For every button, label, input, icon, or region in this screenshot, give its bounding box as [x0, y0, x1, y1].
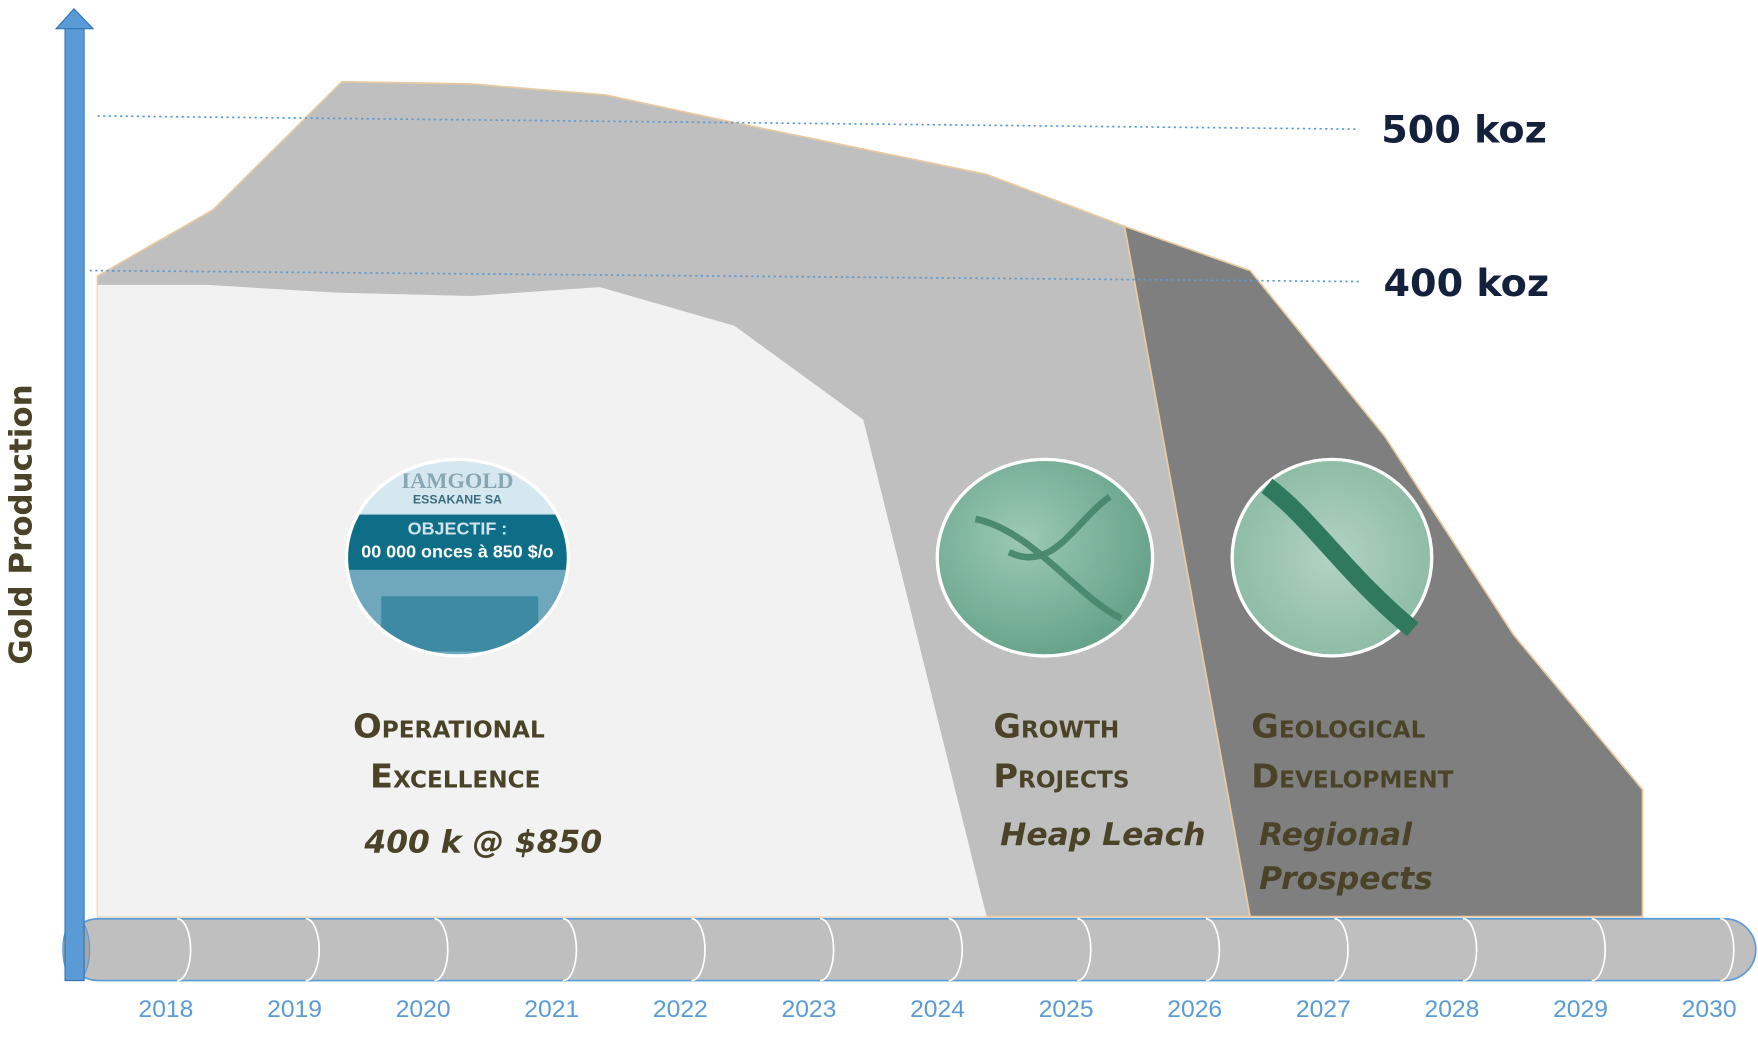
- section-title: Operational: [353, 707, 545, 746]
- photo-text: IAMGOLD: [401, 468, 513, 493]
- section-subtitle: 400 k @ $850: [363, 825, 602, 861]
- timeline-segment: [820, 917, 835, 982]
- level-label: 500 koz: [1381, 108, 1547, 152]
- year-label: 2019: [267, 996, 322, 1023]
- section-title: Development: [1251, 757, 1454, 796]
- timeline-segment: [1591, 917, 1607, 982]
- axis-arrowhead: [54, 8, 95, 30]
- photo-detail: [1261, 478, 1419, 637]
- year-label: 2024: [910, 996, 965, 1023]
- year-label: 2023: [782, 996, 837, 1023]
- timeline-segment: [1463, 917, 1478, 982]
- photo-text: OBJECTIF :: [408, 519, 508, 539]
- year-label: 2020: [396, 996, 451, 1023]
- axis-arrow: [64, 25, 85, 982]
- level-label: 400 koz: [1384, 261, 1550, 305]
- section-subtitle: Heap Leach: [1000, 817, 1205, 853]
- photo-frame: [344, 457, 571, 658]
- year-label: 2027: [1296, 996, 1351, 1023]
- year-label: 2022: [653, 996, 708, 1023]
- year-label: 2021: [524, 996, 579, 1023]
- timeline: [66, 917, 1757, 982]
- photo-detail: [974, 494, 1123, 622]
- level-line: [89, 269, 1363, 283]
- timeline-segment: [1720, 917, 1735, 982]
- section-title: Excellence: [370, 757, 540, 796]
- timeline-segment: [691, 917, 706, 982]
- section-title: Projects: [993, 757, 1129, 796]
- year-label: 2026: [1167, 996, 1222, 1023]
- year-label: 2030: [1682, 996, 1737, 1023]
- year-label: 2018: [139, 996, 194, 1023]
- timeline-segment: [434, 917, 449, 982]
- section-subtitle: Regional: [1259, 817, 1413, 853]
- timeline-segment: [305, 917, 321, 982]
- year-label: 2025: [1039, 996, 1094, 1023]
- timeline-segment: [562, 917, 578, 982]
- photo-text: 00 000 onces à 850 $/o: [361, 542, 554, 562]
- year-label: 2029: [1553, 996, 1608, 1023]
- timeline-segment: [1077, 917, 1092, 982]
- year-label: 2028: [1424, 996, 1479, 1023]
- section-subtitle: Prospects: [1259, 861, 1433, 897]
- timeline-segment: [948, 917, 964, 982]
- section-title: Growth: [993, 707, 1119, 746]
- timeline-segment: [1334, 917, 1349, 982]
- y-axis-label: Gold Production: [3, 384, 39, 664]
- timeline-segment: [177, 917, 192, 982]
- photo-text: ESSAKANE SA: [413, 493, 502, 507]
- section-title: Geological: [1251, 707, 1425, 746]
- timeline-segment: [1205, 917, 1221, 982]
